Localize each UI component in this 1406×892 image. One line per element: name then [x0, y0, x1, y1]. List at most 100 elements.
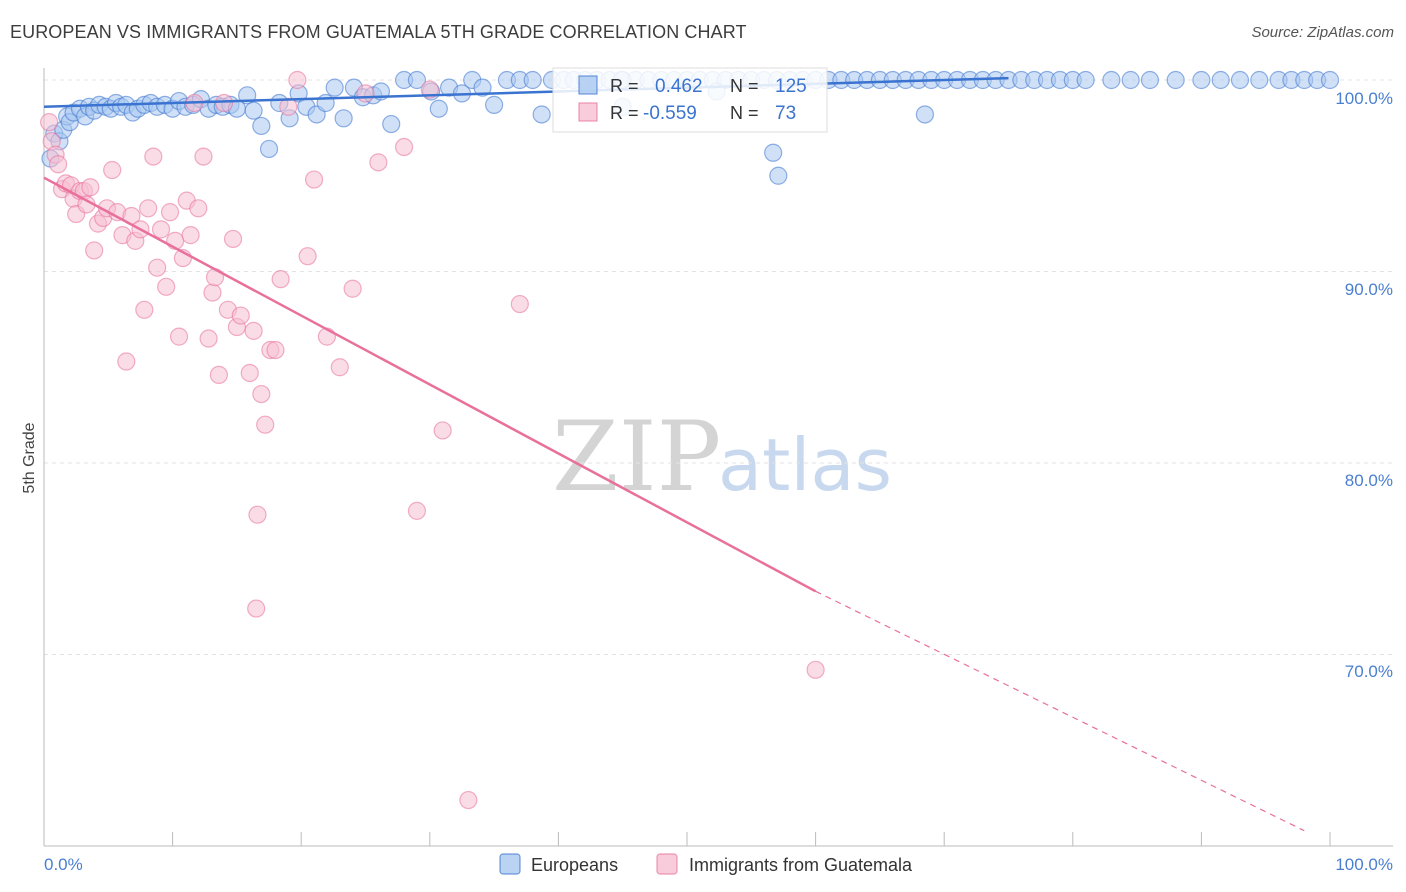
point-europeans	[485, 95, 504, 114]
point-europeans	[407, 70, 427, 90]
point-guatemala	[407, 501, 427, 520]
point-europeans	[334, 109, 353, 128]
legend-swatch-europeans	[499, 853, 521, 875]
point-guatemala	[343, 279, 362, 298]
point-europeans	[1211, 70, 1230, 90]
stats-n-value: 125	[775, 76, 807, 97]
watermark-atlas: atlas	[718, 423, 892, 507]
trend-europeans	[43, 76, 1009, 109]
point-guatemala	[806, 660, 825, 679]
point-europeans	[259, 139, 279, 159]
point-guatemala	[40, 113, 59, 132]
stats-r-label: R =	[610, 76, 639, 96]
x-tick-label-max: 100.0%	[1335, 855, 1393, 874]
point-guatemala	[103, 160, 122, 180]
point-guatemala	[248, 505, 267, 524]
chart-title: EUROPEAN VS IMMIGRANTS FROM GUATEMALA 5T…	[10, 22, 747, 42]
point-guatemala	[298, 247, 317, 266]
legend-swatch-guatemala	[656, 853, 678, 875]
point-europeans	[473, 78, 492, 97]
point-europeans	[382, 114, 401, 134]
point-guatemala	[394, 137, 414, 157]
point-europeans	[1140, 70, 1160, 90]
point-guatemala	[459, 790, 478, 810]
point-guatemala	[330, 358, 349, 377]
point-europeans	[244, 101, 263, 120]
point-guatemala	[157, 277, 176, 296]
point-europeans	[1320, 70, 1340, 90]
legend: Europeans Immigrants from Guatemala	[499, 853, 913, 875]
x-tick-label-min: 0.0%	[44, 855, 83, 874]
stats-n-label: N =	[730, 76, 759, 96]
point-guatemala	[433, 421, 452, 440]
point-guatemala	[81, 178, 100, 197]
stats-n-label: N =	[730, 103, 759, 123]
point-europeans	[915, 105, 935, 124]
stats-swatch-guatemala	[578, 102, 598, 122]
point-guatemala	[252, 384, 271, 404]
stats-r-label: R =	[610, 103, 639, 123]
point-guatemala	[271, 270, 290, 289]
point-guatemala	[194, 147, 213, 166]
point-guatemala	[135, 300, 154, 319]
point-guatemala	[144, 147, 163, 166]
point-guatemala	[148, 258, 167, 277]
point-europeans	[1250, 70, 1269, 90]
legend-label-guatemala: Immigrants from Guatemala	[689, 855, 913, 875]
y-tick-label: 90.0%	[1345, 280, 1393, 299]
point-guatemala	[288, 70, 307, 90]
y-tick-label: 70.0%	[1345, 662, 1393, 681]
point-guatemala	[256, 415, 275, 434]
point-guatemala	[304, 170, 324, 189]
point-europeans	[1102, 70, 1121, 90]
point-guatemala	[223, 229, 243, 249]
point-guatemala	[356, 84, 375, 103]
point-guatemala	[181, 226, 200, 245]
point-guatemala	[214, 93, 234, 113]
point-guatemala	[189, 199, 208, 218]
trend-guatemala	[43, 176, 817, 593]
point-europeans	[1230, 70, 1250, 90]
stats-r-value: -0.559	[643, 103, 697, 124]
y-tick-label: 80.0%	[1345, 471, 1393, 490]
point-europeans	[1076, 70, 1095, 90]
point-guatemala	[151, 220, 171, 239]
point-guatemala	[139, 199, 158, 218]
point-europeans	[325, 78, 344, 97]
point-guatemala	[169, 327, 189, 346]
y-axis-label: 5th Grade	[21, 422, 38, 493]
point-guatemala	[49, 155, 68, 174]
point-europeans	[252, 116, 271, 136]
source-label: Source: ZipAtlas.com	[1251, 24, 1394, 41]
point-europeans	[429, 99, 448, 118]
point-guatemala	[266, 340, 285, 360]
point-europeans	[769, 166, 788, 185]
point-guatemala	[369, 153, 388, 172]
point-guatemala	[231, 306, 250, 325]
stats-swatch-europeans	[578, 75, 598, 95]
point-guatemala	[420, 80, 439, 99]
y-tick-label: 100.0%	[1335, 89, 1393, 108]
legend-label-europeans: Europeans	[531, 855, 618, 875]
point-europeans	[1121, 70, 1140, 90]
watermark: ZIP atlas	[552, 401, 892, 513]
point-guatemala	[117, 352, 136, 371]
y-tick-labels: 100.0% 90.0% 80.0% 70.0%	[1335, 89, 1393, 681]
stats-box: R = 0.462 N = 125 R = -0.559 N = 73	[552, 67, 828, 133]
point-guatemala	[85, 241, 104, 260]
stats-r-value: 0.462	[655, 76, 703, 97]
point-guatemala	[510, 294, 529, 314]
point-europeans	[523, 70, 542, 90]
stats-n-value: 73	[775, 103, 796, 124]
point-guatemala	[203, 283, 222, 302]
trend-guatemala-extrapolated	[815, 590, 1305, 832]
stats-box-frame	[552, 67, 828, 133]
point-europeans	[1166, 70, 1185, 90]
point-guatemala	[244, 321, 263, 340]
point-guatemala	[160, 203, 180, 222]
point-guatemala	[247, 599, 266, 618]
point-guatemala	[240, 363, 259, 383]
point-guatemala	[199, 329, 218, 348]
x-axis-ticks	[43, 832, 1331, 846]
